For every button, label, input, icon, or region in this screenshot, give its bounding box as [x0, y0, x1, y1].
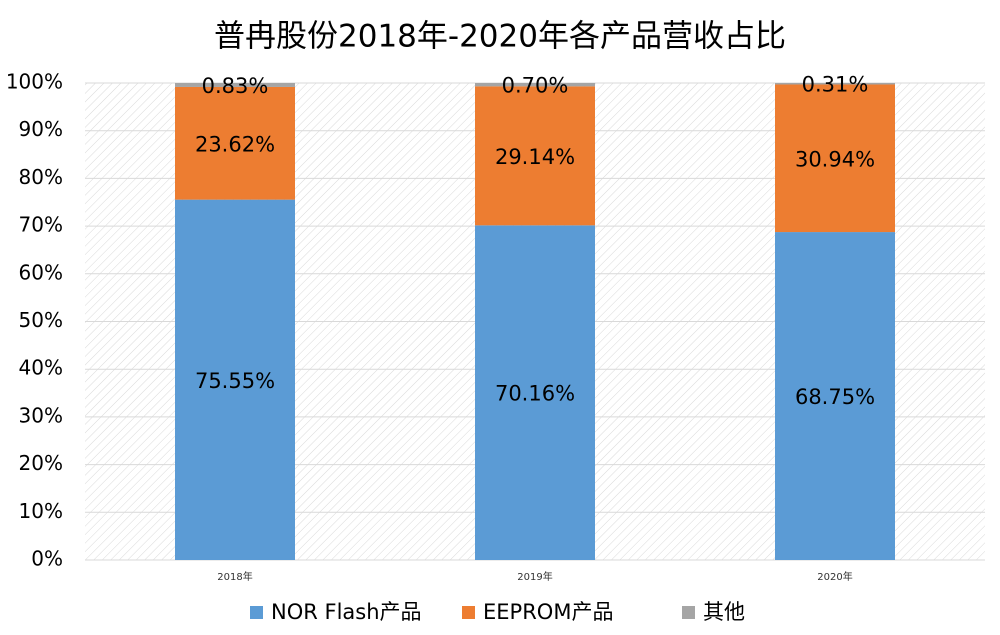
bar-segment — [775, 232, 895, 560]
legend-swatch — [682, 606, 695, 619]
legend-swatch — [250, 606, 263, 619]
chart-title: 普冉股份2018年-2020年各产品营收占比 — [214, 19, 786, 55]
bar-segment — [775, 84, 895, 233]
y-tick-label: 70% — [19, 213, 63, 237]
x-tick-label: 2019年 — [517, 570, 552, 583]
data-label: 0.31% — [802, 73, 869, 97]
data-label: 68.75% — [795, 385, 875, 409]
x-tick-label: 2020年 — [817, 570, 852, 583]
x-tick-label: 2018年 — [217, 570, 252, 583]
bar-segment — [175, 199, 295, 560]
y-tick-label: 50% — [19, 308, 63, 332]
y-tick-label: 100% — [6, 70, 63, 94]
legend-label: EEPROM产品 — [483, 600, 613, 624]
y-tick-label: 30% — [19, 403, 63, 427]
data-label: 30.94% — [795, 147, 875, 171]
legend-swatch — [462, 606, 475, 619]
data-label: 0.70% — [502, 74, 569, 98]
y-tick-label: 0% — [31, 547, 63, 571]
bar-segment — [175, 86, 295, 200]
data-label: 23.62% — [195, 132, 275, 156]
bar-segment — [475, 83, 595, 87]
legend-label: 其他 — [703, 600, 745, 624]
y-tick-label: 40% — [19, 356, 63, 380]
bar-segment — [175, 83, 295, 87]
data-label: 70.16% — [495, 382, 575, 406]
bar-segment — [775, 83, 895, 85]
bar-segment — [475, 86, 595, 226]
y-tick-label: 80% — [19, 165, 63, 189]
data-label: 75.55% — [195, 369, 275, 393]
data-label: 0.83% — [202, 74, 269, 98]
y-tick-label: 60% — [19, 260, 63, 284]
y-tick-label: 10% — [19, 499, 63, 523]
bar-segment — [475, 225, 595, 561]
y-tick-label: 90% — [19, 117, 63, 141]
y-tick-label: 20% — [19, 451, 63, 475]
legend-label: NOR Flash产品 — [271, 600, 422, 624]
data-label: 29.14% — [495, 145, 575, 169]
